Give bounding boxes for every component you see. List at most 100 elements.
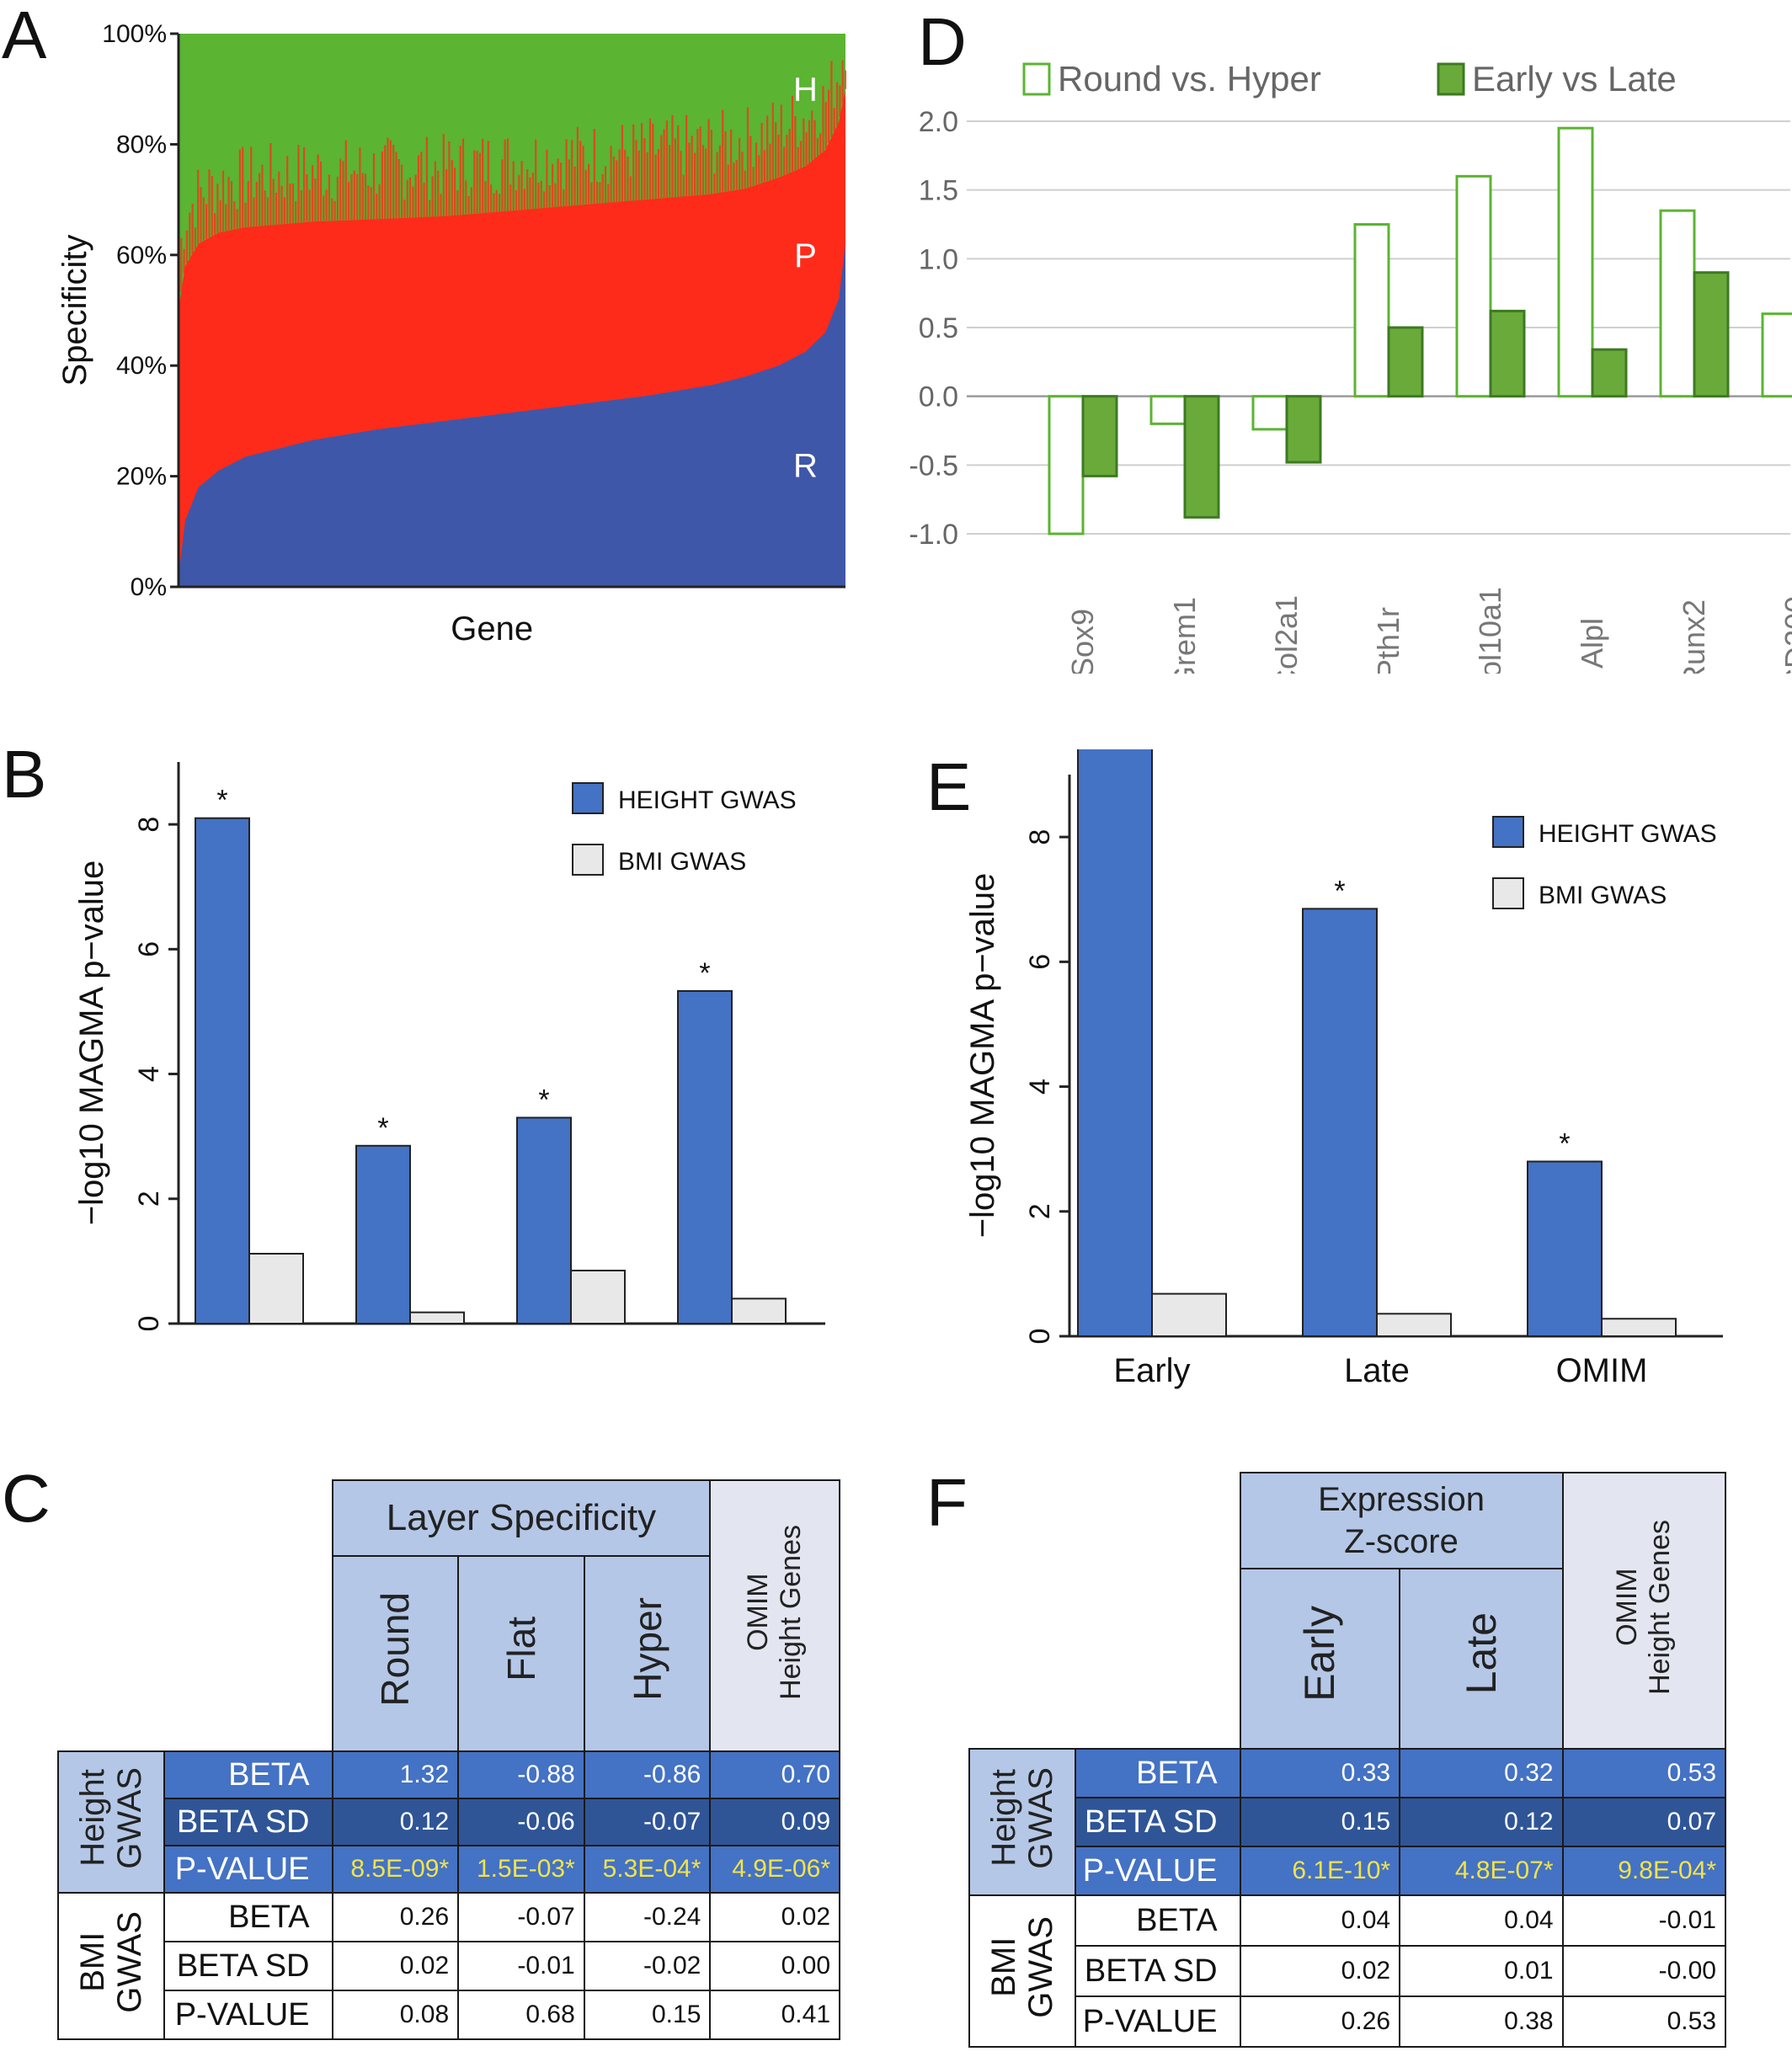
bar-early-vs-late (1285, 395, 1322, 464)
row-label-beta: BETA (1074, 1894, 1241, 1947)
table-cell: 0.12 (1399, 1797, 1564, 1847)
significance-asterisk: * (699, 957, 710, 989)
legend-swatch (1492, 816, 1524, 848)
y-tick-label: 20% (116, 463, 167, 491)
bmi-gwas-label: BMI GWAS (968, 1894, 1076, 2048)
bar-round-vs-hyper (1761, 312, 1792, 398)
bar-early-vs-late (1489, 309, 1526, 398)
table-row: BMI GWAS BETA 0.26 -0.07 -0.24 0.02 (57, 1892, 840, 2040)
bar-height-gwas (677, 989, 733, 1324)
table-cell: 0.33 (1239, 1748, 1401, 1798)
height-gwas-label: Height GWAS (968, 1748, 1076, 1896)
x-tick-label: Sox9 (1065, 609, 1100, 674)
bar-early-vs-late (1591, 348, 1628, 398)
row-label-beta: BETA (163, 1750, 333, 1799)
table-cell: 0.53 (1561, 1748, 1727, 1798)
omim-header-line1: OMIM (742, 1573, 775, 1651)
significance-asterisk: * (1334, 875, 1345, 907)
bmi-gwas-label: BMI GWAS (57, 1892, 165, 2040)
panel-letter-a: A (2, 0, 47, 72)
area-series-r (179, 243, 845, 587)
y-tick-label: 2 (1024, 1203, 1056, 1219)
table-cell: -0.88 (457, 1750, 585, 1799)
table-row: BETA SD 0.02 -0.01 -0.02 0.00 (58, 1941, 840, 1991)
y-tick-label: 0 (133, 1316, 165, 1330)
y-axis-label: −log10 MAGMA p−value (964, 873, 1001, 1239)
table-cell: 0.15 (1239, 1797, 1401, 1847)
bar-round-vs-hyper (1659, 209, 1696, 398)
x-tick-label: Runx2 (1677, 599, 1711, 674)
x-tick-label: Col2a1 (1269, 595, 1304, 674)
y-tick-label: 0 (1024, 1329, 1056, 1345)
y-tick-label: 6 (1024, 954, 1056, 970)
x-axis-label: Gene (451, 610, 533, 647)
table-row: BETA SD 0.15 0.12 0.07 (969, 1797, 1727, 1847)
y-tick-label: 1.5 (919, 175, 958, 207)
x-tick-label: Early (1113, 1352, 1190, 1389)
bar-round-vs-hyper (1455, 174, 1492, 398)
row-label-p-value: P-VALUE (163, 1990, 333, 2040)
table-cell: 6.1E-10* (1239, 1846, 1401, 1896)
expression-zscore-header: Expression Z-score (1239, 1472, 1564, 1569)
table-cell: 0.04 (1399, 1894, 1564, 1947)
table-row: P-VALUE 0.26 0.38 0.53 (969, 1995, 1727, 2048)
table-row: BETA SD 0.12 -0.06 -0.07 0.09 (58, 1798, 840, 1846)
table-cell: 8.5E-09* (331, 1845, 460, 1894)
table-cell: 0.68 (457, 1990, 585, 2040)
bar-round-vs-hyper (1048, 395, 1085, 535)
table-cell: 1.32 (331, 1750, 460, 1799)
bar-bmi-gwas (731, 1297, 787, 1324)
bar-height-gwas (516, 1116, 572, 1324)
y-tick-label: 80% (116, 131, 167, 158)
table-cell: 0.01 (1399, 1945, 1564, 1997)
y-tick-label: 8 (133, 817, 165, 833)
table-row: P-VALUE 6.1E-10* 4.8E-07* 9.8E-04* (969, 1846, 1727, 1896)
series-label-p: P (794, 237, 817, 274)
table-cell: 0.08 (331, 1990, 460, 2040)
chart-a-specificity: 0% 20% 40% 60% 80% 100% Specificity Gene H P R (56, 20, 847, 647)
panel-letter-e: E (926, 749, 972, 824)
table-cell: 0.12 (331, 1798, 460, 1846)
table-cell: 4.9E-06* (709, 1845, 840, 1894)
y-tick-label: 4 (133, 1066, 165, 1082)
y-tick-label: 100% (102, 20, 167, 48)
legend-swatch (572, 782, 604, 814)
bar-height-gwas (1302, 908, 1378, 1337)
y-tick-label: 0.5 (919, 312, 958, 344)
y-tick-label: 0% (131, 573, 167, 601)
bar-round-vs-hyper (1149, 395, 1187, 425)
legend-swatch (572, 844, 604, 876)
x-tick-label: Alpl (1575, 618, 1609, 669)
bar-height-gwas (355, 1144, 411, 1324)
table-cell: 0.09 (709, 1798, 840, 1846)
row-label-p-value: P-VALUE (1074, 1995, 1241, 2048)
column-header-early: Early (1239, 1568, 1401, 1750)
table-row: Height GWAS BETA 0.33 0.32 0.53 (968, 1748, 1727, 1896)
row-label-p-value: P-VALUE (1074, 1846, 1241, 1896)
table-cell: 0.00 (709, 1941, 840, 1991)
chart-d-grouped-bars: -1.0 -0.5 0.0 0.5 1.0 1.5 2.0 Sox9 Grem1 Col2a1 Pt… (909, 59, 1792, 674)
bar-early-vs-late (1081, 395, 1118, 477)
bar-bmi-gwas (1376, 1313, 1452, 1338)
y-axis-label: −log10 MAGMA p−value (73, 860, 110, 1226)
y-tick-label: 40% (116, 352, 167, 380)
legend-label: BMI GWAS (1539, 882, 1667, 909)
omim-height-genes-header: OMIM Height Genes (709, 1479, 840, 1752)
legend-label: HEIGHT GWAS (618, 786, 797, 814)
panel-letter-b: B (2, 737, 47, 812)
bar-bmi-gwas (409, 1311, 465, 1324)
bar-round-vs-hyper (1251, 395, 1288, 431)
row-label-beta: BETA (163, 1892, 333, 1942)
y-tick-label: -0.5 (909, 450, 958, 482)
row-label-beta: BETA (1074, 1748, 1241, 1798)
bar-height-gwas (1077, 749, 1153, 1337)
table-cell: 0.53 (1561, 1995, 1727, 2048)
table-row: Height GWAS BETA 1.32 -0.88 -0.86 0.70 (57, 1750, 840, 1894)
legend-label: BMI GWAS (618, 848, 746, 876)
row-label-beta-sd: BETA SD (1074, 1945, 1241, 1997)
x-tick-label: CD200 (1779, 596, 1792, 674)
column-header-late: Late (1399, 1568, 1564, 1750)
table-row: BETA SD 0.02 0.01 -0.00 (969, 1945, 1727, 1997)
